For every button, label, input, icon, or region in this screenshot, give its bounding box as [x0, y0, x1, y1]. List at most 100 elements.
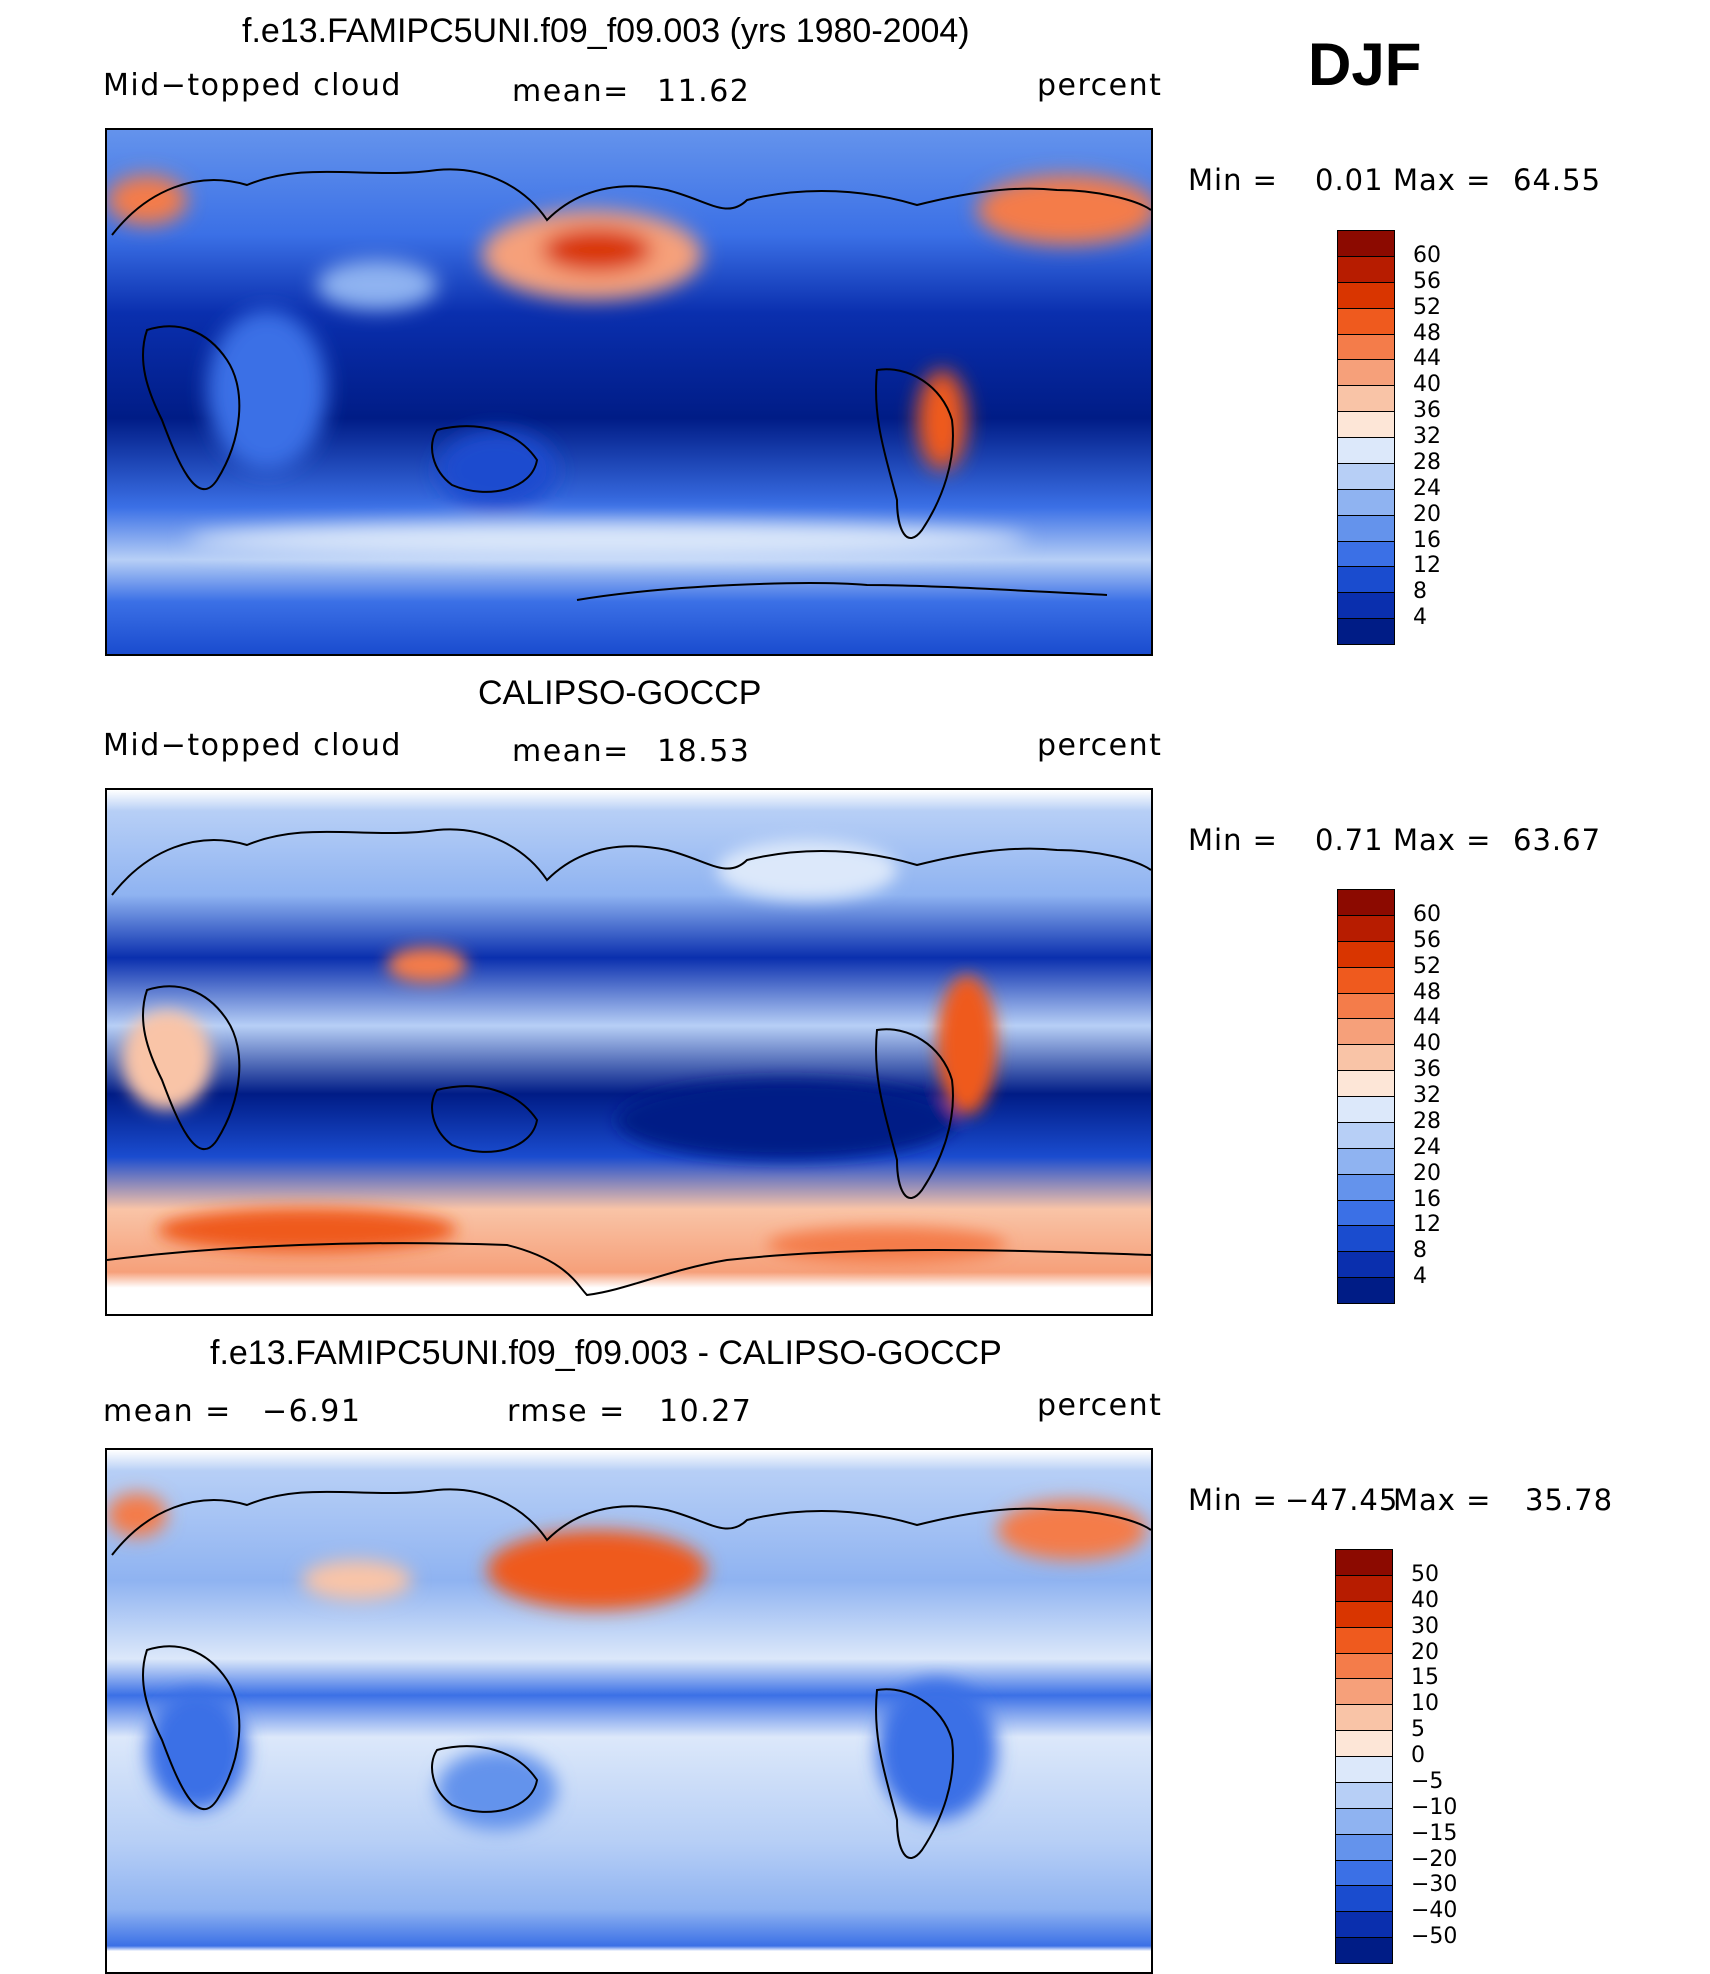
colorbar-tick-label: 48	[1413, 320, 1441, 346]
panel-1-colorbar: 60 56 52 48 44 40 36 32 28 24 20 16 12 8 4	[1337, 230, 1477, 645]
colorbar-tick-label: −40	[1411, 1898, 1458, 1924]
colorbar-tick-label: −50	[1411, 1924, 1458, 1950]
colorbar-tick-label: 24	[1413, 1134, 1441, 1160]
panel-3-heatmap	[107, 1450, 1151, 1972]
colorbar-tick-label: 40	[1413, 372, 1441, 398]
colorbar-swatch	[1337, 889, 1395, 916]
colorbar-tick-label: −10	[1411, 1794, 1458, 1820]
colorbar-swatch	[1337, 940, 1395, 968]
panel-3-mean-value: −6.91	[262, 1394, 362, 1429]
colorbar-tick-label: 15	[1411, 1665, 1439, 1691]
colorbar-swatch	[1337, 230, 1395, 257]
colorbar-swatch	[1335, 1859, 1393, 1887]
colorbar-tick-label: 20	[1413, 501, 1441, 527]
colorbar-tick-label: 60	[1413, 242, 1441, 268]
colorbar-swatch	[1337, 281, 1395, 309]
colorbar-swatch	[1337, 514, 1395, 542]
colorbar-swatch	[1337, 1225, 1395, 1253]
panel-1-max-value: 64.55	[1513, 163, 1602, 197]
colorbar-tick-label: 48	[1413, 979, 1441, 1005]
colorbar-tick-label: −30	[1411, 1872, 1458, 1898]
panel-3-max-label: Max =	[1393, 1483, 1492, 1517]
colorbar-swatch	[1335, 1833, 1393, 1861]
colorbar-swatch	[1337, 1121, 1395, 1149]
panel-2-variable-label: Mid−topped cloud	[103, 728, 402, 763]
panel-1-map	[105, 128, 1153, 656]
panel-1-heatmap	[107, 130, 1151, 654]
panel-2-colorbar: 60 56 52 48 44 40 36 32 28 24 20 16 12 8 4	[1337, 889, 1477, 1304]
colorbar-tick-label: 56	[1413, 927, 1441, 953]
colorbar-swatch	[1337, 385, 1395, 413]
colorbar-swatch	[1337, 462, 1395, 490]
panel-1-mean-value: 11.62	[657, 74, 751, 109]
panel-3-rmse-label: rmse =	[507, 1394, 626, 1429]
colorbar-tick-label: 8	[1413, 579, 1427, 605]
panel-3-colorbar: 50 40 30 20 15 10 5 0 −5 −10 −15 −20 −30 −40 −50	[1335, 1549, 1485, 1964]
panel-2-min-value: 0.71	[1315, 823, 1384, 857]
panel-2-coastlines	[107, 828, 1151, 1297]
panel-3-coastlines	[111, 1488, 1151, 1859]
panel-3-map	[105, 1448, 1153, 1974]
panel-1-min-value: 0.01	[1315, 163, 1384, 197]
colorbar-swatch	[1335, 1678, 1393, 1706]
colorbar-tick-label: −5	[1411, 1768, 1444, 1794]
colorbar-tick-label: 60	[1413, 901, 1441, 927]
colorbar-swatch	[1335, 1652, 1393, 1680]
panel-1-min-label: Min =	[1188, 163, 1278, 197]
colorbar-swatch	[1337, 618, 1395, 645]
colorbar-tick-label: 8	[1413, 1238, 1427, 1264]
colorbar-swatch	[1337, 992, 1395, 1020]
colorbar-tick-label: 44	[1413, 1005, 1441, 1031]
colorbar-tick-label: 50	[1411, 1561, 1439, 1587]
colorbar-swatch	[1337, 488, 1395, 516]
colorbar-swatch	[1335, 1911, 1393, 1939]
colorbar-tick-label: 20	[1413, 1160, 1441, 1186]
panel-2-mean-value: 18.53	[657, 734, 751, 769]
colorbar-swatch	[1337, 540, 1395, 568]
colorbar-swatch	[1337, 359, 1395, 387]
colorbar-swatch	[1337, 1070, 1395, 1097]
panel-2-max-value: 63.67	[1513, 823, 1602, 857]
colorbar-swatch	[1337, 1251, 1395, 1279]
colorbar-tick-label: 32	[1413, 1083, 1441, 1108]
colorbar-swatch	[1337, 592, 1395, 620]
colorbar-swatch	[1335, 1781, 1393, 1809]
panel-3-min-value: −47.45	[1285, 1483, 1399, 1517]
panel-1-variable-label: Mid−topped cloud	[103, 68, 402, 103]
colorbar-swatch	[1337, 333, 1395, 361]
colorbar-swatch	[1337, 307, 1395, 335]
colorbar-tick-label: 4	[1413, 605, 1427, 631]
colorbar-tick-label: 52	[1413, 953, 1441, 979]
colorbar-tick-label: 12	[1413, 553, 1441, 579]
colorbar-swatch	[1337, 1044, 1395, 1072]
panel-1-units: percent	[1037, 68, 1163, 103]
colorbar-tick-label: −20	[1411, 1846, 1458, 1872]
colorbar-tick-label: −15	[1411, 1820, 1458, 1846]
colorbar-swatch	[1337, 1147, 1395, 1175]
panel-1-max-label: Max =	[1393, 163, 1492, 197]
panel-3-min-label: Min =	[1188, 1483, 1278, 1517]
colorbar-swatch	[1337, 437, 1395, 464]
colorbar-tick-label: 20	[1411, 1639, 1439, 1665]
panel-2-title: CALIPSO-GOCCP	[478, 674, 762, 712]
colorbar-tick-label: 16	[1413, 527, 1441, 553]
colorbar-tick-label: 16	[1413, 1186, 1441, 1212]
panel-2-max-label: Max =	[1393, 823, 1492, 857]
panel-2-map	[105, 788, 1153, 1316]
colorbar-swatch	[1335, 1626, 1393, 1654]
colorbar-tick-label: 36	[1413, 398, 1441, 424]
colorbar-tick-label: 40	[1411, 1587, 1439, 1613]
colorbar-swatch	[1335, 1756, 1393, 1783]
panel-1-title: f.e13.FAMIPC5UNI.f09_f09.003 (yrs 1980-2…	[242, 12, 970, 50]
panel-3-mean-label: mean =	[103, 1394, 232, 1429]
colorbar-swatch	[1337, 1173, 1395, 1201]
colorbar-tick-label: 36	[1413, 1057, 1441, 1083]
colorbar-swatch	[1335, 1807, 1393, 1835]
panel-3-title: f.e13.FAMIPC5UNI.f09_f09.003 - CALIPSO-G…	[210, 1334, 1002, 1372]
colorbar-swatch	[1335, 1937, 1393, 1964]
colorbar-swatch	[1337, 1277, 1395, 1304]
colorbar-tick-label: 24	[1413, 475, 1441, 501]
colorbar-tick-label: 40	[1413, 1031, 1441, 1057]
panel-3-rmse-value: 10.27	[659, 1394, 753, 1429]
colorbar-tick-label: 0	[1411, 1743, 1425, 1768]
